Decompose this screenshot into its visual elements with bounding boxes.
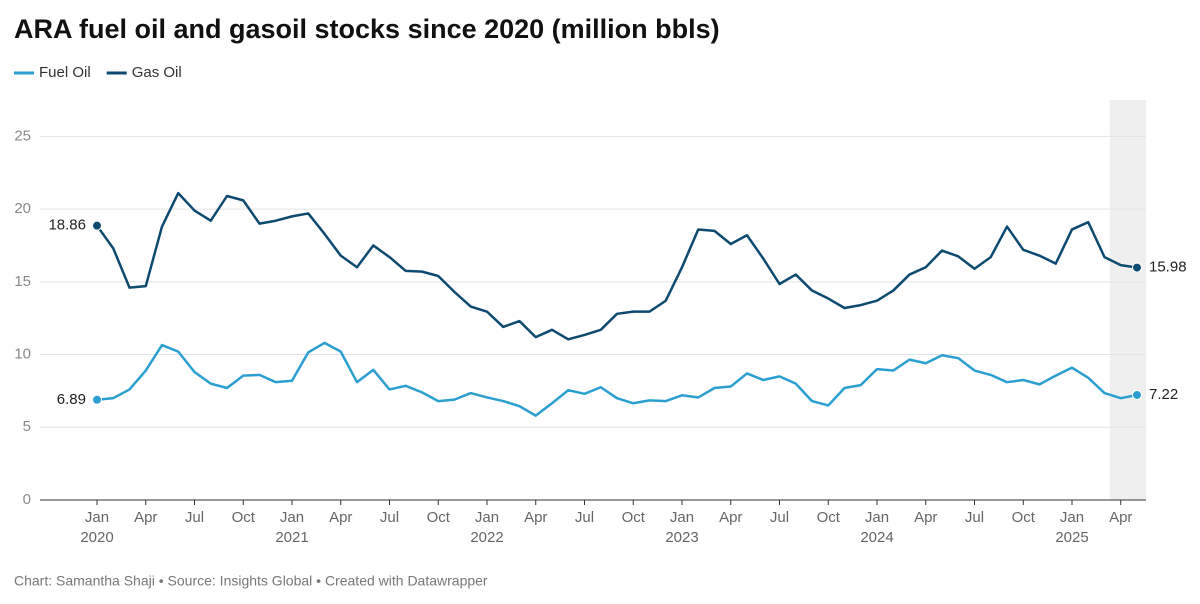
series-line — [96, 341, 1138, 417]
x-tick-label: Jul — [185, 509, 204, 526]
x-tick-year: 2020 — [80, 529, 113, 546]
x-tick-label: Jul — [575, 509, 594, 526]
value-label: 6.89 — [57, 391, 86, 408]
x-tick-label: Jan — [670, 509, 694, 526]
x-tick-label: Apr — [329, 509, 352, 526]
x-tick-label: Jan — [475, 509, 499, 526]
y-tick-label: 5 — [23, 418, 31, 435]
x-tick-year: 2025 — [1055, 529, 1088, 546]
x-tick-label: Oct — [817, 509, 841, 526]
x-tick-label: Oct — [232, 509, 256, 526]
end-point — [1132, 389, 1142, 400]
end-point — [92, 394, 102, 405]
value-label: 18.86 — [48, 217, 86, 234]
x-tick-label: Jan — [865, 509, 889, 526]
footer: Chart: Samantha Shaji • Source: Insights… — [14, 573, 488, 589]
series-line — [95, 191, 1138, 341]
x-tick-label: Oct — [622, 509, 646, 526]
x-tick-label: Oct — [1012, 509, 1036, 526]
y-tick-label: 10 — [14, 346, 31, 363]
x-tick-label: Jan — [280, 509, 304, 526]
y-tick-label: 25 — [14, 127, 31, 144]
end-point — [1132, 262, 1142, 273]
x-tick-label: Jul — [965, 509, 984, 526]
y-tick-label: 20 — [14, 200, 31, 217]
x-tick-label: Apr — [914, 509, 937, 526]
x-tick-label: Apr — [134, 509, 157, 526]
x-tick-label: Jan — [1060, 509, 1084, 526]
x-tick-label: Oct — [427, 509, 451, 526]
chart-title: ARA fuel oil and gasoil stocks since 202… — [14, 14, 720, 44]
x-tick-year: 2021 — [275, 529, 308, 546]
x-tick-year: 2023 — [665, 529, 698, 546]
legend-label: Gas Oil — [132, 64, 182, 81]
value-label: 15.98 — [1149, 259, 1187, 276]
y-tick-label: 15 — [14, 273, 31, 290]
x-tick-label: Apr — [524, 509, 547, 526]
x-tick-label: Jan — [85, 509, 109, 526]
x-tick-label: Apr — [1109, 509, 1132, 526]
x-tick-label: Jul — [380, 509, 399, 526]
x-tick-year: 2024 — [860, 529, 893, 546]
end-point — [92, 220, 102, 231]
x-tick-year: 2022 — [470, 529, 503, 546]
highlight-band — [1109, 100, 1146, 500]
x-tick-label: Apr — [719, 509, 742, 526]
x-tick-label: Jul — [770, 509, 789, 526]
y-tick-label: 0 — [23, 491, 31, 508]
value-label: 7.22 — [1149, 386, 1178, 403]
legend-label: Fuel Oil — [39, 64, 91, 81]
